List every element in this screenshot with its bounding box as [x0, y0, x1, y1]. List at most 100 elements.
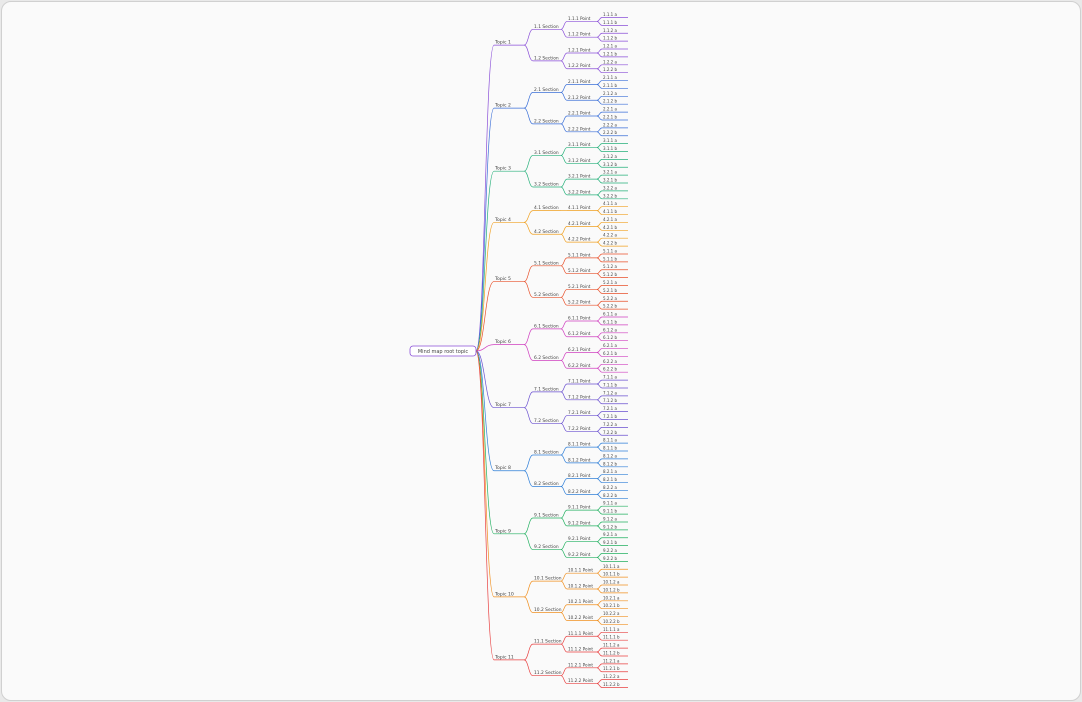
connector [596, 509, 603, 515]
leaf-label: 3.2.2 a [603, 185, 617, 190]
leaf-label: 10.1.2 a [603, 580, 620, 585]
connector [596, 584, 603, 590]
connector [560, 178, 568, 188]
connector [596, 17, 603, 22]
leaf-label: 11.2.2 a [603, 674, 620, 679]
connector [560, 667, 568, 677]
connector [560, 446, 568, 456]
connector [596, 194, 603, 200]
connector [560, 257, 568, 267]
connector [560, 643, 568, 653]
connector [523, 328, 534, 345]
leaf-label: 4.2.1 b [603, 225, 617, 230]
node-label: Topic 8 [494, 465, 511, 471]
connector [475, 350, 495, 409]
leaf-label: 2.2.1 a [603, 107, 617, 112]
leaf-label: 5.1.2 b [603, 272, 617, 277]
node-label: 10.1.2 Point [568, 583, 593, 588]
connector [560, 423, 568, 432]
connector [596, 269, 603, 275]
leaf-label: 4.2.2 b [603, 241, 617, 246]
leaf-label: 9.1.1 a [603, 501, 617, 506]
connector [596, 367, 603, 373]
node-label: Topic 11 [494, 654, 514, 660]
node-label: Topic 9 [494, 528, 511, 534]
connector [560, 391, 568, 401]
connector [560, 320, 568, 330]
connector [475, 222, 495, 352]
node-label: 9.1 Section [534, 513, 559, 519]
connector [523, 265, 534, 282]
connector [596, 178, 603, 184]
connector [596, 379, 603, 385]
leaf-label: 6.1.2 a [603, 327, 617, 332]
connector [596, 21, 603, 26]
leaf-label: 8.1.1 a [603, 438, 617, 443]
connector [596, 99, 603, 105]
leaf-label: 7.2.2 a [603, 422, 617, 427]
node-label: Topic 6 [494, 339, 511, 345]
leaf-label: 2.1.2 a [603, 91, 617, 96]
node-label: 2.1.2 Point [568, 95, 591, 100]
connector [560, 635, 568, 645]
node-label: 8.2.2 Point [568, 489, 591, 494]
node-label: 6.2.1 Point [568, 347, 591, 352]
node-label: 7.2.1 Point [568, 410, 591, 415]
node-label: 9.2 Section [534, 544, 559, 550]
connector [560, 226, 568, 235]
connector [596, 679, 603, 684]
links [475, 17, 603, 688]
leaf-label: 5.2.1 a [603, 280, 617, 285]
leaf-label: 2.1.2 b [603, 99, 617, 104]
node-label: 8.2 Section [534, 481, 559, 487]
leaf-label: 1.2.2 b [603, 67, 617, 72]
connector [596, 32, 603, 38]
node-label: 5.2 Section [534, 292, 559, 298]
connector [560, 28, 568, 38]
connector [523, 344, 534, 361]
leaf-label: 1.1.1 a [603, 12, 617, 17]
connector [596, 80, 603, 85]
leaf-label: 7.1.1 a [603, 375, 617, 380]
connector [596, 127, 603, 133]
connector [560, 517, 568, 527]
node-label: 7.2.2 Point [568, 426, 591, 431]
node-label: 9.2.1 Point [568, 536, 591, 541]
connector [523, 596, 534, 613]
leaf-label: 3.2.2 b [603, 193, 617, 198]
node-label: Topic 3 [494, 166, 511, 172]
node-label: 5.2.2 Point [568, 300, 591, 305]
connector [596, 64, 603, 70]
leaf-label: 5.2.2 a [603, 296, 617, 301]
leaf-label: 3.1.1 b [603, 146, 617, 151]
node-label: 8.1 Section [534, 449, 559, 455]
connector [596, 131, 603, 137]
node-label: 6.2.2 Point [568, 363, 591, 368]
connector [560, 186, 568, 196]
leaf-label: 3.2.1 a [603, 170, 617, 175]
connector [596, 84, 603, 89]
leaf-label: 5.1.2 a [603, 264, 617, 269]
connector [596, 430, 603, 436]
connector [596, 616, 603, 621]
connector [596, 600, 603, 606]
connector [475, 350, 495, 661]
connector [596, 572, 603, 578]
connector [523, 580, 534, 598]
node-label: 2.2.1 Point [568, 111, 591, 116]
connector [560, 486, 568, 495]
leaf-label: 7.1.2 a [603, 390, 617, 395]
connector [596, 604, 603, 610]
leaf-label: 11.2.2 b [603, 682, 620, 687]
leaf-label: 9.2.1 b [603, 540, 617, 545]
connector [596, 320, 603, 326]
connector [560, 604, 568, 613]
connector [475, 344, 495, 352]
node-label: 3.1.2 Point [568, 158, 591, 163]
leaf-label: 10.1.1 a [603, 564, 620, 569]
leaf-label: 10.2.1 a [603, 595, 620, 600]
connector [596, 442, 603, 448]
connector [523, 28, 534, 46]
